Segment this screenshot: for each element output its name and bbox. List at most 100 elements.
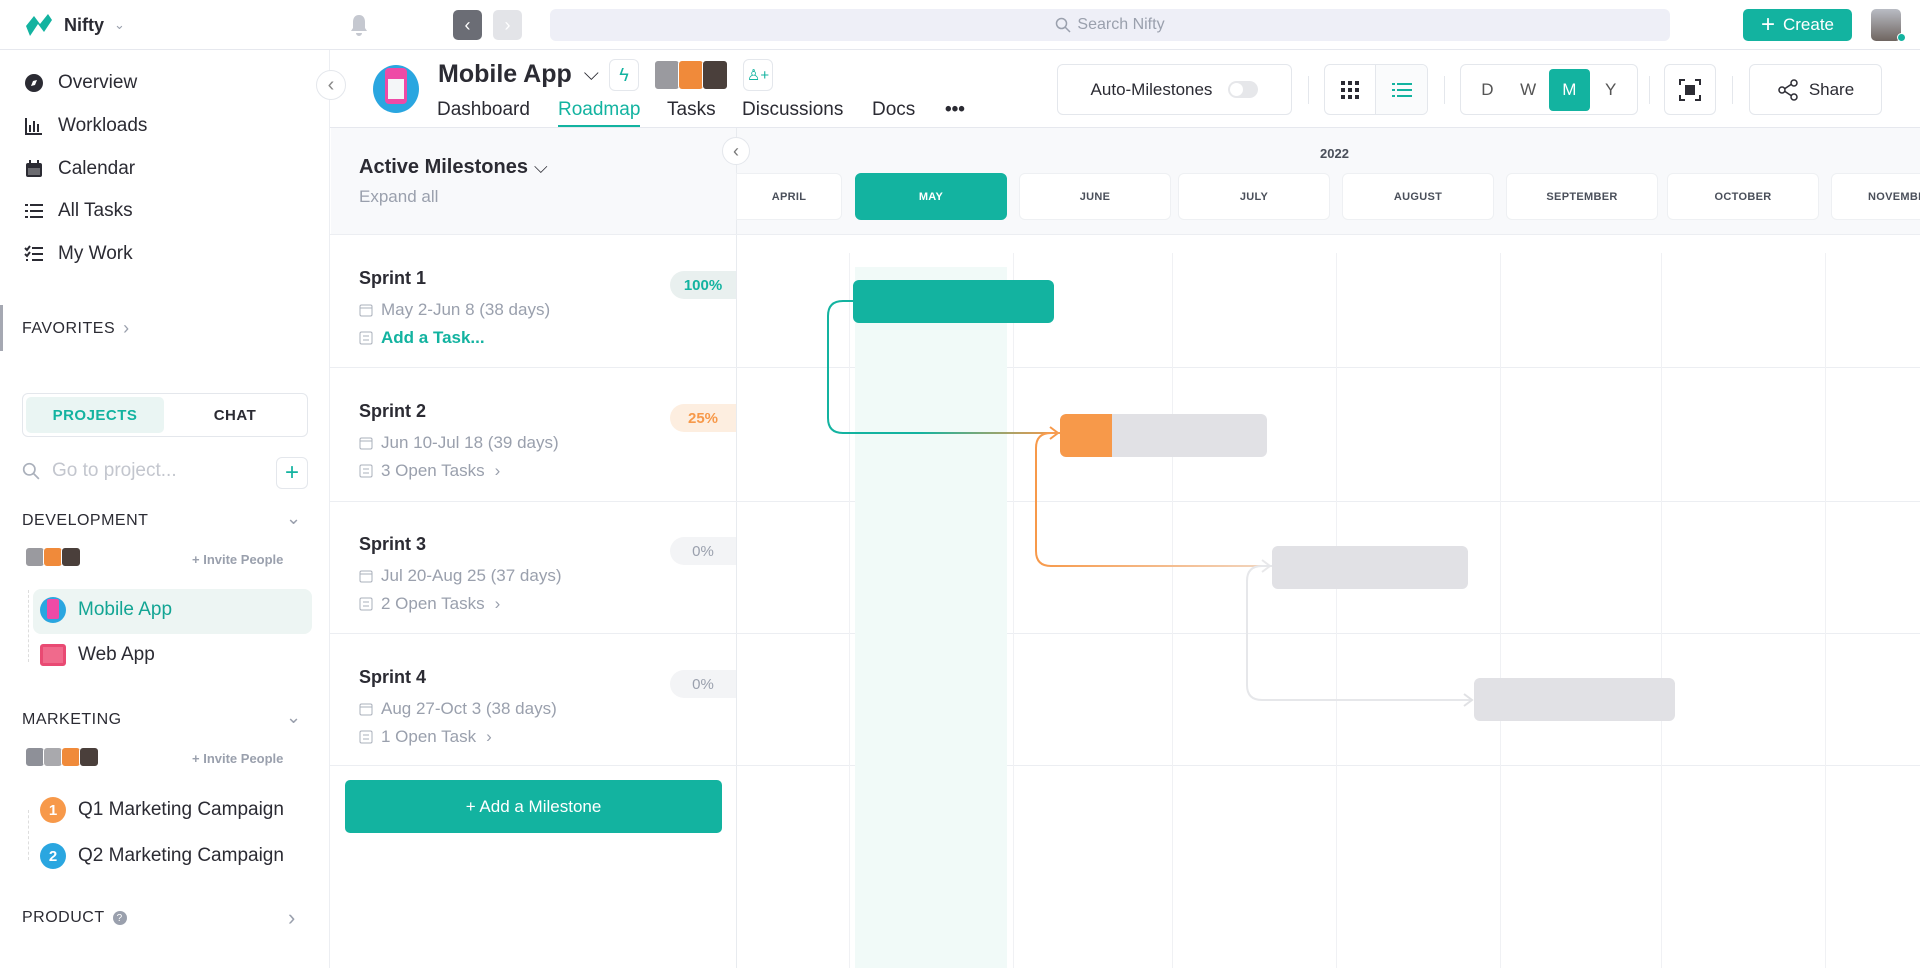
tasks-label: 2 Open Tasks <box>381 594 485 613</box>
tab-tasks[interactable]: Tasks <box>667 99 716 120</box>
milestone-tasks-link[interactable]: 1 Open Task › <box>359 727 492 747</box>
divider <box>1732 76 1733 104</box>
chevron-right-icon: › <box>486 727 492 746</box>
forward-button[interactable]: › <box>493 10 522 40</box>
chevron-down-icon[interactable]: ⌄ <box>286 707 302 727</box>
group-marketing[interactable]: MARKETING <box>22 711 122 729</box>
chevron-down-icon[interactable]: ⌄ <box>286 508 302 528</box>
plus-icon: + <box>284 459 299 486</box>
month-june[interactable]: JUNE <box>1019 173 1171 220</box>
chevron-down-icon: ⌵ <box>533 157 548 177</box>
month-july[interactable]: JULY <box>1178 173 1330 220</box>
tab-discussions[interactable]: Discussions <box>742 99 844 120</box>
project-web-app[interactable]: Web App <box>40 644 155 666</box>
add-milestone-button[interactable]: + Add a Milestone <box>345 780 722 833</box>
sidebar-item-calendar[interactable]: Calendar <box>24 154 135 184</box>
month-gridline <box>1825 253 1826 968</box>
milestone-bar-sprint-2[interactable] <box>1060 414 1267 457</box>
month-november[interactable]: NOVEMBER <box>1831 173 1920 220</box>
tab-projects[interactable]: PROJECTS <box>26 397 164 433</box>
time-scale-selector: D W M Y <box>1460 64 1638 115</box>
tab-docs[interactable]: Docs <box>872 99 916 120</box>
invite-people-link[interactable]: + Invite People <box>192 552 284 567</box>
back-button[interactable]: ‹ <box>453 10 482 40</box>
milestone-name[interactable]: Sprint 3 <box>359 534 427 554</box>
month-gridline <box>1336 253 1337 968</box>
project-label: Web App <box>78 644 155 665</box>
month-august[interactable]: AUGUST <box>1342 173 1494 220</box>
milestone-bar-sprint-1[interactable] <box>853 280 1054 323</box>
tab-dashboard[interactable]: Dashboard <box>437 99 530 120</box>
grid-icon <box>1341 80 1359 99</box>
month-october[interactable]: OCTOBER <box>1667 173 1819 220</box>
group-product[interactable]: PRODUCT? <box>22 909 127 927</box>
search-input[interactable]: Search Nifty <box>550 9 1670 41</box>
header-divider <box>330 127 1920 128</box>
calendar-icon <box>26 160 42 177</box>
sidebar-item-my-work[interactable]: My Work <box>24 239 133 269</box>
milestone-bar-sprint-4[interactable] <box>1474 678 1675 721</box>
more-tabs-button[interactable]: ••• <box>945 99 965 120</box>
collapse-sidebar-button[interactable]: ‹ <box>316 70 346 100</box>
scale-week[interactable]: W <box>1520 79 1537 99</box>
milestone-dates: May 2-Jun 8 (38 days) <box>359 300 550 320</box>
tree-line <box>28 810 30 860</box>
month-may[interactable]: MAY <box>855 173 1007 220</box>
sidebar-item-workloads[interactable]: Workloads <box>24 111 147 141</box>
toggle-switch[interactable] <box>1228 81 1259 98</box>
group-name: PRODUCT <box>22 909 105 926</box>
create-button[interactable]: + Create <box>1743 9 1852 41</box>
progress-fill <box>1060 414 1112 457</box>
plus-icon: + <box>1760 11 1775 38</box>
project-members[interactable] <box>654 60 728 95</box>
auto-milestones-toggle[interactable]: Auto-Milestones <box>1057 64 1292 115</box>
expand-all-link[interactable]: Expand all <box>359 187 439 206</box>
connector-sprint3-sprint4 <box>1246 565 1470 701</box>
add-project-button[interactable]: + <box>276 457 308 489</box>
milestone-tasks-link[interactable]: 3 Open Tasks › <box>359 461 500 481</box>
grid-view-button[interactable] <box>1325 65 1377 114</box>
tab-roadmap[interactable]: Roadmap <box>558 99 641 120</box>
checklist-icon <box>24 245 43 261</box>
scale-month[interactable]: M <box>1548 68 1590 111</box>
search-placeholder: Search Nifty <box>1077 16 1165 33</box>
help-icon[interactable]: ? <box>112 911 127 925</box>
milestone-name[interactable]: Sprint 4 <box>359 667 427 687</box>
chevron-right-icon[interactable]: › <box>288 905 296 930</box>
share-button[interactable]: Share <box>1749 64 1882 115</box>
scale-day[interactable]: D <box>1481 79 1494 99</box>
fullscreen-button[interactable] <box>1664 64 1716 115</box>
project-q1-marketing[interactable]: 1 Q1 Marketing Campaign <box>40 797 284 823</box>
share-label: Share <box>1808 79 1855 99</box>
month-gridline <box>1661 253 1662 968</box>
milestone-name[interactable]: Sprint 1 <box>359 268 427 288</box>
task-list-icon <box>359 464 373 478</box>
list-view-button[interactable] <box>1376 65 1427 114</box>
favorites-section[interactable]: FAVORITES › <box>22 318 130 339</box>
milestone-name[interactable]: Sprint 2 <box>359 401 427 421</box>
divider <box>1649 76 1650 104</box>
tab-chat[interactable]: CHAT <box>213 406 257 424</box>
project-title-switcher[interactable]: Mobile App ⌵ <box>438 60 599 89</box>
invite-people-link[interactable]: + Invite People <box>192 751 284 766</box>
project-q2-marketing[interactable]: 2 Q2 Marketing Campaign <box>40 843 284 869</box>
month-april[interactable]: APRIL <box>736 173 842 220</box>
project-search-input[interactable]: Go to project... <box>22 460 177 482</box>
automation-button[interactable]: ϟ <box>609 59 639 91</box>
milestone-bar-sprint-3[interactable] <box>1272 546 1468 589</box>
workspace-switcher[interactable]: Nifty ⌄ <box>24 12 125 38</box>
milestone-tasks-link[interactable]: Add a Task... <box>359 328 485 348</box>
collapse-panel-button[interactable]: ‹ <box>722 137 750 165</box>
month-september[interactable]: SEPTEMBER <box>1506 173 1658 220</box>
sidebar-item-all-tasks[interactable]: All Tasks <box>24 196 133 226</box>
project-item-mobile-app[interactable] <box>33 589 312 634</box>
scale-year[interactable]: Y <box>1604 79 1617 99</box>
bell-icon[interactable] <box>348 13 370 37</box>
group-development[interactable]: DEVELOPMENT <box>22 512 148 530</box>
sidebar-item-overview[interactable]: Overview <box>24 68 137 98</box>
project-mobile-app[interactable]: Mobile App <box>40 597 172 623</box>
user-avatar[interactable] <box>1871 9 1901 41</box>
add-member-button[interactable]: ♙+ <box>743 59 773 91</box>
milestone-tasks-link[interactable]: 2 Open Tasks › <box>359 594 500 614</box>
milestone-filter-dropdown[interactable]: Active Milestones ⌵ <box>359 156 548 179</box>
